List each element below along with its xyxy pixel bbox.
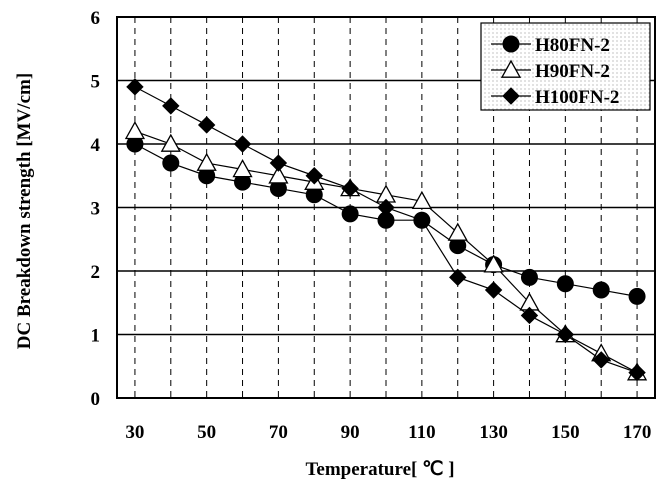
x-tick-label: 170 xyxy=(623,422,652,443)
legend-marker xyxy=(502,35,520,53)
data-point xyxy=(520,306,539,325)
x-axis-title: Temperature[ ℃ ] xyxy=(305,459,454,480)
data-point xyxy=(341,205,359,223)
data-point xyxy=(377,198,395,217)
data-point xyxy=(413,211,431,229)
x-tick-label: 70 xyxy=(269,422,288,443)
data-point xyxy=(556,325,575,344)
data-point xyxy=(196,152,217,171)
data-point xyxy=(305,167,323,185)
x-tick-label: 50 xyxy=(197,422,216,443)
data-point xyxy=(592,351,610,369)
tick-labels: 30 50 70 90 110 130 150 170 0 1 2 3 4 5 6 xyxy=(91,8,652,443)
legend-label: H90FN-2 xyxy=(535,61,610,82)
x-tick-label: 150 xyxy=(551,422,580,443)
data-point xyxy=(483,254,504,273)
data-point xyxy=(447,222,468,241)
data-point xyxy=(269,154,288,172)
y-tick-label: 6 xyxy=(91,8,101,29)
x-tick-label: 130 xyxy=(479,422,508,443)
data-point xyxy=(592,281,610,299)
data-point xyxy=(126,78,144,96)
legend-label: H100FN-2 xyxy=(535,87,619,108)
series-h100fn-2 xyxy=(126,78,646,382)
data-point xyxy=(411,190,432,210)
plot-border xyxy=(116,16,656,399)
data-point xyxy=(556,275,574,293)
data-point xyxy=(520,268,538,286)
data-point xyxy=(268,165,289,184)
legend: H80FN-2 H90FN-2 H100FN-2 xyxy=(480,22,651,111)
y-tick-label: 1 xyxy=(91,326,101,347)
data-point xyxy=(197,116,216,134)
data-point xyxy=(124,120,146,140)
data-point xyxy=(162,97,180,115)
legend-marker xyxy=(500,59,522,78)
data-point xyxy=(628,363,646,382)
series-layer xyxy=(124,78,648,382)
x-tick-label: 30 xyxy=(125,422,144,443)
y-tick-label: 2 xyxy=(91,262,101,283)
x-tick-label: 110 xyxy=(408,422,435,443)
y-tick-label: 3 xyxy=(91,199,101,220)
data-point xyxy=(484,281,503,299)
data-point xyxy=(162,154,180,172)
y-tick-label: 5 xyxy=(91,72,101,93)
legend-label: H80FN-2 xyxy=(535,35,610,56)
legend-marker xyxy=(502,87,520,105)
data-point xyxy=(160,133,181,152)
data-point xyxy=(628,287,646,305)
y-axis-title: DC Breakdown strength [MV/cm] xyxy=(14,73,35,349)
data-point xyxy=(232,159,253,178)
data-point xyxy=(341,179,359,198)
data-point xyxy=(233,135,252,153)
data-point xyxy=(449,268,467,287)
x-tick-label: 90 xyxy=(341,422,360,443)
y-tick-label: 0 xyxy=(91,389,101,410)
y-tick-label: 4 xyxy=(91,135,101,156)
